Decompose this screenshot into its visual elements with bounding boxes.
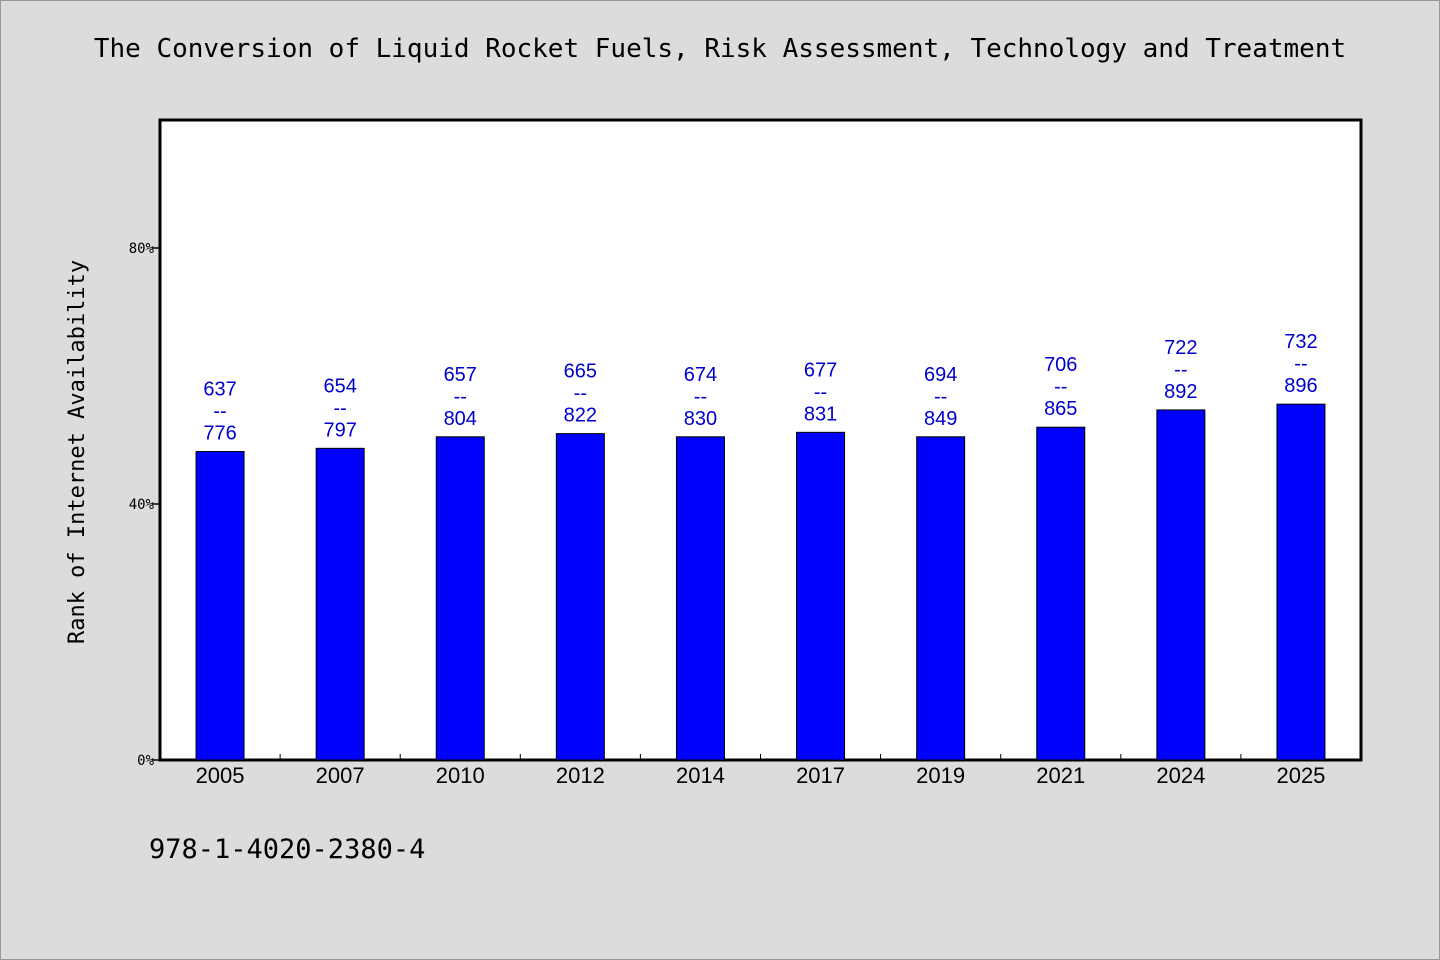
- bar-value-label: --: [1174, 359, 1187, 381]
- x-tick-label: 2005: [196, 763, 245, 788]
- chart-title: The Conversion of Liquid Rocket Fuels, R…: [93, 34, 1347, 64]
- bar: [1036, 426, 1086, 761]
- bar: [555, 433, 605, 761]
- bar-value-label: 865: [1044, 398, 1077, 420]
- bar-value-label: 706: [1044, 354, 1077, 376]
- y-tick-label: 0%: [137, 753, 154, 769]
- bar-value-label: --: [333, 397, 346, 419]
- bar-value-label: 637: [203, 379, 236, 401]
- bar-value-label: 654: [323, 375, 356, 397]
- x-tick-label: 2019: [916, 763, 965, 788]
- x-tick-label: 2024: [1156, 763, 1205, 788]
- x-axis: 2005 2007 2010 2012 2014 2017 2019 2021 2024 2025: [196, 754, 1325, 788]
- x-tick-label: 2021: [1036, 763, 1085, 788]
- bar: [315, 447, 365, 761]
- bar-value-label: 674: [684, 364, 717, 386]
- bar-value-label: 892: [1164, 381, 1197, 403]
- x-tick-label: 2012: [556, 763, 605, 788]
- bar: [796, 431, 846, 761]
- bar-value-label: 665: [564, 361, 597, 383]
- bar: [675, 436, 725, 761]
- bar-value-label: --: [213, 401, 226, 423]
- x-tick-label: 2014: [676, 763, 725, 788]
- bar-value-label: 677: [804, 359, 837, 381]
- x-tick-label: 2025: [1276, 763, 1325, 788]
- isbn-text: 978-1-4020-2380-4: [149, 834, 426, 865]
- bar: [195, 451, 245, 761]
- bar-value-label: --: [934, 386, 947, 408]
- bar-value-label: --: [454, 386, 467, 408]
- bar-value-label: 831: [804, 403, 837, 425]
- bar: [1276, 403, 1326, 761]
- bar-value-label: 804: [444, 408, 477, 430]
- bar-value-label: --: [1294, 353, 1307, 375]
- bar-value-label: 822: [564, 405, 597, 427]
- bar-value-label: 694: [924, 364, 957, 386]
- bar-value-label: --: [574, 383, 587, 405]
- bar-value-label: 776: [203, 423, 236, 445]
- bar: [435, 436, 485, 761]
- bar-value-label: 657: [444, 364, 477, 386]
- bar-value-label: --: [1054, 376, 1067, 398]
- bar-value-label: --: [814, 381, 827, 403]
- bar-labels: 637--776654--797657--804665--822674--830…: [203, 331, 1317, 444]
- x-tick-label: 2017: [796, 763, 845, 788]
- bar: [1156, 409, 1206, 761]
- bar-value-label: 732: [1284, 331, 1317, 353]
- y-tick-label: 40%: [129, 497, 155, 513]
- y-tick-label: 80%: [129, 241, 155, 257]
- bar-value-label: 722: [1164, 337, 1197, 359]
- bar-value-label: 797: [323, 419, 356, 441]
- x-tick-label: 2007: [316, 763, 365, 788]
- bar-value-label: 849: [924, 408, 957, 430]
- bar-value-label: 896: [1284, 375, 1317, 397]
- y-axis: 0% 40% 80%: [129, 241, 160, 769]
- bar: [916, 436, 966, 761]
- bars: [195, 403, 1326, 761]
- bar-value-label: --: [694, 386, 707, 408]
- y-axis-title: Rank of Internet Availability: [65, 260, 90, 644]
- x-tick-label: 2010: [436, 763, 485, 788]
- bar-value-label: 830: [684, 408, 717, 430]
